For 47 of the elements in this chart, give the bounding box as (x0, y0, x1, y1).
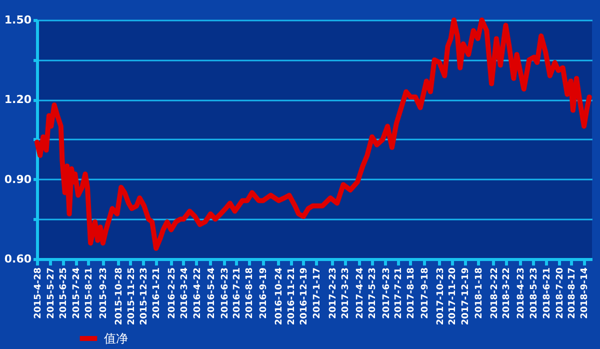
x-tick-label: 2015-12-23 (139, 268, 150, 326)
x-tick-label: 2018-8-17 (568, 268, 578, 319)
x-tick-label: 2017-7-21 (394, 268, 404, 319)
x-tick-label: 2017-9-18 (420, 268, 430, 319)
x-tick-label: 2015-8-21 (84, 268, 94, 319)
y-tick-label: 1.20 (4, 93, 32, 106)
x-tick-label: 2016-4-22 (192, 268, 203, 319)
x-tick-label: 2018-4-23 (516, 268, 526, 319)
y-tick-label: 1.50 (4, 14, 32, 26)
x-tick-label: 2018-7-20 (555, 268, 566, 319)
x-tick-label: 2018-2-22 (490, 268, 500, 319)
x-tick-label: 2017-2-23 (328, 268, 339, 319)
x-tick-label: 2017-3-23 (341, 268, 352, 319)
x-tick-label: 2017-10-23 (436, 268, 446, 326)
x-tick-label: 2016-6-23 (220, 268, 230, 319)
y-tick-label: 0.90 (4, 172, 32, 186)
x-tick-label: 2015-4-28 (34, 268, 44, 319)
x-tick-label: 2017-5-23 (368, 268, 378, 319)
x-tick-label: 2018-1-18 (474, 268, 484, 319)
x-tick-label: 2015-9-23 (99, 268, 109, 319)
x-tick-label: 2018-6-21 (542, 268, 552, 319)
x-tick-label: 2017-8-18 (406, 268, 417, 319)
x-tick-label: 2016-7-21 (232, 268, 243, 319)
legend-label: 值净 (104, 332, 128, 346)
x-tick-label: 2015-6-25 (59, 268, 70, 319)
x-tick-label: 2018-3-22 (502, 268, 512, 319)
x-tick-label: 2018-5-23 (530, 268, 540, 319)
x-tick-label: 2017-4-24 (355, 268, 366, 319)
x-tick-label: 2018-9-14 (580, 268, 590, 319)
x-tick-label: 2016-3-24 (180, 268, 190, 319)
x-tick-label: 2016-1-21 (152, 268, 162, 319)
x-tick-label: 2016-2-25 (168, 268, 178, 319)
x-tick-label: 2016-11-21 (287, 268, 298, 326)
x-tick-label: 2015-7-24 (72, 268, 82, 319)
x-tick-label: 2016-12-19 (299, 268, 310, 326)
x-tick-label: 2015-11-25 (126, 268, 137, 326)
x-tick-label: 2015-10-28 (114, 268, 124, 326)
y-tick-label: 0.60 (4, 252, 32, 266)
x-tick-label: 2017-1-17 (312, 268, 322, 319)
x-tick-label: 2016-10-24 (274, 268, 285, 326)
x-tick-label: 2016-8-18 (245, 268, 256, 319)
x-tick-label: 2017-6-23 (382, 268, 392, 319)
x-tick-label: 2015-5-27 (46, 268, 56, 319)
x-tick-label: 2017-12-19 (461, 268, 472, 326)
x-tick-label: 2016-9-19 (259, 268, 270, 319)
x-tick-label: 2016-5-24 (206, 268, 217, 319)
x-tick-label: 2017-11-20 (448, 268, 458, 326)
